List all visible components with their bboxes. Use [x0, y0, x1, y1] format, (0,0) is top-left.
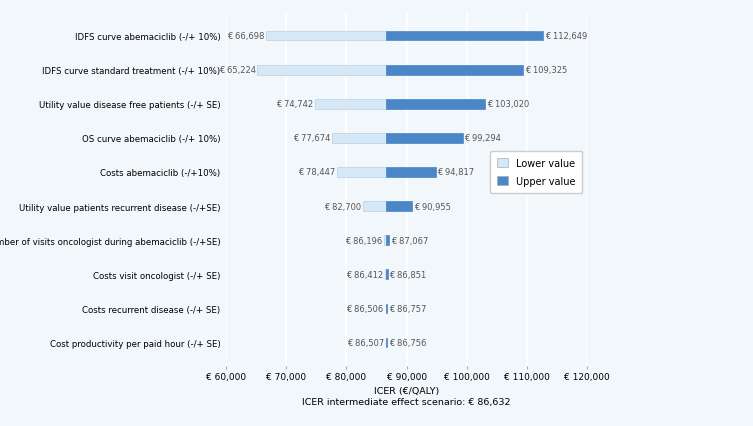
Text: € 86,412: € 86,412 [346, 270, 383, 279]
Text: € 86,507: € 86,507 [346, 338, 384, 347]
Text: € 86,196: € 86,196 [345, 236, 382, 245]
Bar [315, 100, 386, 109]
Bar [386, 270, 388, 279]
Text: € 90,955: € 90,955 [414, 202, 451, 211]
Text: € 66,698: € 66,698 [227, 32, 264, 41]
Bar [386, 32, 543, 41]
Text: € 65,224: € 65,224 [218, 66, 255, 75]
Text: € 86,757: € 86,757 [389, 304, 426, 313]
Text: € 74,742: € 74,742 [276, 100, 313, 109]
Bar [332, 134, 386, 143]
Bar [386, 134, 462, 143]
Text: € 86,851: € 86,851 [389, 270, 427, 279]
Bar [386, 100, 485, 109]
Text: € 103,020: € 103,020 [487, 100, 529, 109]
Text: € 82,700: € 82,700 [324, 202, 361, 211]
Legend: Lower value, Upper value: Lower value, Upper value [490, 152, 583, 193]
Bar [386, 168, 436, 177]
Text: € 109,325: € 109,325 [525, 66, 567, 75]
Text: € 112,649: € 112,649 [545, 32, 587, 41]
Bar [363, 202, 386, 211]
Bar [258, 66, 386, 75]
Bar [337, 168, 386, 177]
Text: € 78,447: € 78,447 [298, 168, 335, 177]
Bar [384, 236, 386, 245]
Bar [386, 66, 523, 75]
Text: € 87,067: € 87,067 [391, 236, 428, 245]
Text: € 77,674: € 77,674 [293, 134, 331, 143]
Text: € 99,294: € 99,294 [465, 134, 501, 143]
Text: € 86,506: € 86,506 [346, 304, 384, 313]
Bar [386, 202, 413, 211]
Text: € 86,756: € 86,756 [389, 338, 426, 347]
Bar [386, 236, 389, 245]
Text: € 94,817: € 94,817 [437, 168, 474, 177]
Bar [267, 32, 386, 41]
Bar [385, 270, 386, 279]
X-axis label: ICER (€/QALY)
ICER intermediate effect scenario: € 86,632: ICER (€/QALY) ICER intermediate effect s… [303, 386, 511, 406]
